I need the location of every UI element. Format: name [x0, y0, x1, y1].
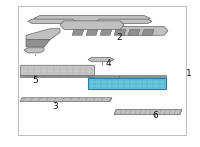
- Polygon shape: [100, 29, 112, 35]
- Polygon shape: [34, 15, 150, 21]
- Polygon shape: [88, 75, 166, 77]
- Polygon shape: [86, 29, 98, 35]
- Text: 6: 6: [152, 111, 158, 120]
- Bar: [18, 6, 186, 135]
- Polygon shape: [96, 19, 152, 24]
- Polygon shape: [114, 110, 182, 115]
- Polygon shape: [116, 26, 168, 35]
- Polygon shape: [60, 21, 124, 29]
- Polygon shape: [20, 65, 94, 75]
- Text: 5: 5: [32, 76, 38, 85]
- Text: 1: 1: [186, 69, 192, 78]
- Polygon shape: [24, 48, 44, 53]
- Polygon shape: [26, 29, 60, 40]
- Polygon shape: [20, 98, 112, 101]
- Polygon shape: [114, 29, 126, 35]
- Text: 4: 4: [105, 59, 111, 69]
- Polygon shape: [88, 78, 166, 89]
- Polygon shape: [26, 40, 50, 47]
- Polygon shape: [28, 19, 76, 24]
- Text: 3: 3: [52, 102, 58, 111]
- Polygon shape: [72, 29, 84, 35]
- Text: 2: 2: [116, 33, 122, 42]
- Polygon shape: [20, 75, 94, 77]
- Polygon shape: [88, 57, 114, 62]
- Polygon shape: [142, 29, 154, 35]
- Polygon shape: [128, 29, 140, 35]
